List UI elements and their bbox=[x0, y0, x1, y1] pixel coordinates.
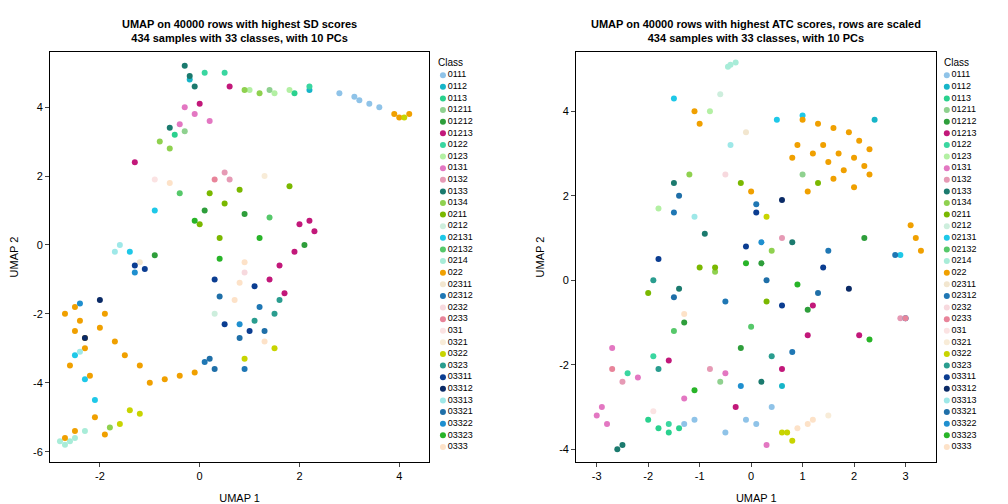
svg-text:022: 022 bbox=[448, 267, 463, 277]
svg-text:0123: 0123 bbox=[952, 151, 972, 161]
svg-text:03313: 03313 bbox=[952, 395, 977, 405]
svg-text:03323: 03323 bbox=[448, 430, 473, 440]
svg-text:0233: 0233 bbox=[448, 313, 468, 323]
svg-text:0132: 0132 bbox=[952, 174, 972, 184]
svg-text:03322: 03322 bbox=[448, 418, 473, 428]
svg-text:0113: 0113 bbox=[952, 93, 971, 103]
svg-text:022: 022 bbox=[952, 267, 967, 277]
svg-text:-2: -2 bbox=[33, 308, 43, 320]
svg-text:Class: Class bbox=[944, 57, 969, 68]
svg-text:-4: -4 bbox=[559, 443, 569, 455]
svg-text:2: 2 bbox=[296, 470, 302, 482]
svg-text:0333: 0333 bbox=[448, 441, 468, 451]
svg-text:3: 3 bbox=[902, 470, 908, 482]
svg-text:0132: 0132 bbox=[448, 174, 468, 184]
svg-text:UMAP 1: UMAP 1 bbox=[736, 492, 777, 504]
svg-text:03323: 03323 bbox=[952, 430, 977, 440]
svg-text:02312: 02312 bbox=[952, 290, 977, 300]
svg-text:0: 0 bbox=[563, 274, 569, 286]
svg-text:0: 0 bbox=[197, 470, 203, 482]
svg-text:0111: 0111 bbox=[952, 69, 971, 79]
svg-text:UMAP 2: UMAP 2 bbox=[8, 237, 20, 278]
svg-text:0322: 0322 bbox=[448, 348, 468, 358]
svg-text:0214: 0214 bbox=[952, 255, 972, 265]
svg-text:Class: Class bbox=[438, 57, 463, 68]
svg-text:03321: 03321 bbox=[448, 406, 473, 416]
svg-text:2: 2 bbox=[37, 170, 43, 182]
svg-text:4: 4 bbox=[563, 105, 569, 117]
svg-text:-4: -4 bbox=[33, 377, 43, 389]
svg-text:03313: 03313 bbox=[448, 395, 473, 405]
svg-text:0211: 0211 bbox=[448, 209, 467, 219]
svg-text:UMAP on 40000 rows with highes: UMAP on 40000 rows with highest SD score… bbox=[122, 18, 357, 44]
svg-text:0333: 0333 bbox=[952, 441, 972, 451]
svg-text:2: 2 bbox=[563, 190, 569, 202]
svg-text:0133: 0133 bbox=[952, 186, 972, 196]
svg-text:02311: 02311 bbox=[952, 279, 976, 289]
svg-text:UMAP 2: UMAP 2 bbox=[534, 237, 546, 278]
svg-text:0131: 0131 bbox=[952, 162, 972, 172]
svg-text:0122: 0122 bbox=[448, 139, 468, 149]
svg-text:031: 031 bbox=[448, 325, 463, 335]
svg-text:031: 031 bbox=[952, 325, 967, 335]
svg-text:2: 2 bbox=[851, 470, 857, 482]
svg-text:1: 1 bbox=[800, 470, 806, 482]
svg-text:-2: -2 bbox=[559, 359, 569, 371]
svg-text:0112: 0112 bbox=[448, 81, 467, 91]
svg-text:01213: 01213 bbox=[952, 128, 977, 138]
svg-text:0214: 0214 bbox=[448, 255, 468, 265]
svg-text:0131: 0131 bbox=[448, 162, 468, 172]
svg-text:-2: -2 bbox=[643, 470, 653, 482]
svg-text:0322: 0322 bbox=[952, 348, 972, 358]
svg-text:0134: 0134 bbox=[952, 197, 972, 207]
svg-text:0212: 0212 bbox=[952, 220, 972, 230]
svg-text:0321: 0321 bbox=[952, 337, 972, 347]
svg-text:0232: 0232 bbox=[952, 302, 972, 312]
svg-text:01213: 01213 bbox=[448, 128, 473, 138]
svg-text:02132: 02132 bbox=[448, 244, 473, 254]
svg-text:-1: -1 bbox=[695, 470, 705, 482]
svg-text:03311: 03311 bbox=[952, 371, 976, 381]
svg-text:UMAP 1: UMAP 1 bbox=[219, 492, 260, 504]
svg-text:0: 0 bbox=[37, 239, 43, 251]
svg-text:02132: 02132 bbox=[952, 244, 977, 254]
svg-text:01211: 01211 bbox=[448, 104, 472, 114]
svg-text:0323: 0323 bbox=[448, 360, 468, 370]
svg-text:03312: 03312 bbox=[952, 383, 977, 393]
svg-text:-6: -6 bbox=[33, 446, 43, 458]
svg-text:0122: 0122 bbox=[952, 139, 972, 149]
svg-text:01212: 01212 bbox=[448, 116, 473, 126]
svg-text:02131: 02131 bbox=[952, 232, 977, 242]
svg-text:0112: 0112 bbox=[952, 81, 971, 91]
svg-text:03311: 03311 bbox=[448, 371, 472, 381]
svg-text:0212: 0212 bbox=[448, 220, 468, 230]
svg-text:0323: 0323 bbox=[952, 360, 972, 370]
svg-text:-2: -2 bbox=[95, 470, 105, 482]
svg-text:02312: 02312 bbox=[448, 290, 473, 300]
svg-text:0134: 0134 bbox=[448, 197, 468, 207]
svg-text:0211: 0211 bbox=[952, 209, 971, 219]
svg-text:01211: 01211 bbox=[952, 104, 976, 114]
svg-text:03312: 03312 bbox=[448, 383, 473, 393]
svg-text:0123: 0123 bbox=[448, 151, 468, 161]
svg-text:0113: 0113 bbox=[448, 93, 467, 103]
svg-text:-3: -3 bbox=[592, 470, 602, 482]
svg-text:0111: 0111 bbox=[448, 69, 467, 79]
svg-text:02131: 02131 bbox=[448, 232, 473, 242]
svg-text:UMAP on 40000 rows with highes: UMAP on 40000 rows with highest ATC scor… bbox=[591, 18, 921, 44]
svg-text:4: 4 bbox=[37, 101, 43, 113]
svg-text:4: 4 bbox=[396, 470, 402, 482]
svg-text:0232: 0232 bbox=[448, 302, 468, 312]
svg-text:0133: 0133 bbox=[448, 186, 468, 196]
svg-text:0321: 0321 bbox=[448, 337, 468, 347]
svg-text:01212: 01212 bbox=[952, 116, 977, 126]
svg-text:0233: 0233 bbox=[952, 313, 972, 323]
svg-text:03321: 03321 bbox=[952, 406, 977, 416]
svg-text:03322: 03322 bbox=[952, 418, 977, 428]
svg-text:02311: 02311 bbox=[448, 279, 472, 289]
svg-text:0: 0 bbox=[748, 470, 754, 482]
